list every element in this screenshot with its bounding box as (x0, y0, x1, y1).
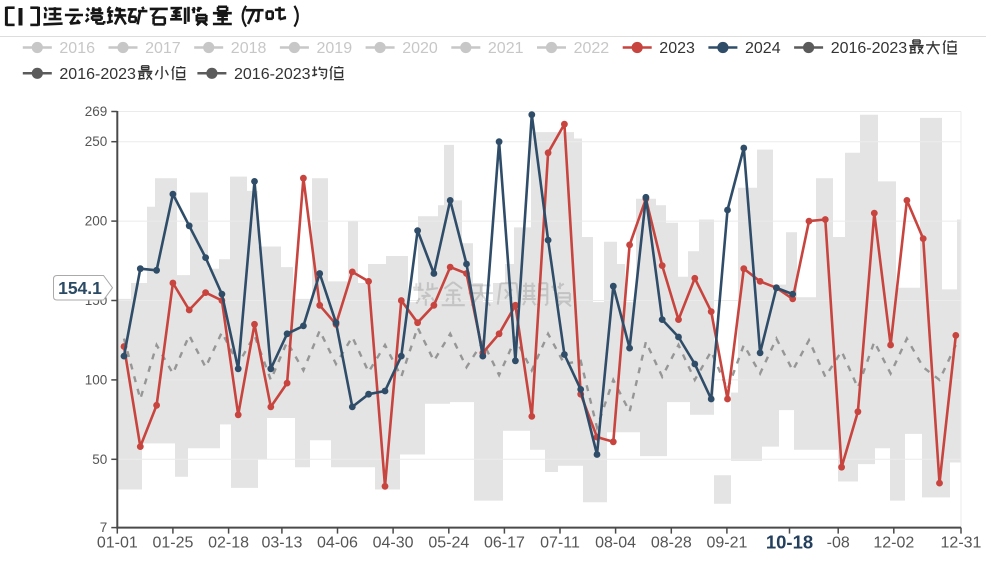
svg-text:2016-2023: 2016-2023 (59, 66, 136, 83)
svg-text:2016-2023: 2016-2023 (234, 66, 311, 83)
svg-text:12-31: 12-31 (941, 535, 982, 552)
svg-text:2022: 2022 (574, 40, 610, 57)
svg-text:06-17: 06-17 (484, 535, 525, 552)
svg-text:10-18: 10-18 (766, 532, 813, 553)
svg-text:100: 100 (85, 372, 108, 387)
svg-text:7: 7 (100, 520, 108, 535)
svg-text:05-24: 05-24 (428, 535, 469, 552)
svg-text:250: 250 (85, 134, 108, 149)
svg-text:02-18: 02-18 (208, 535, 249, 552)
svg-text:12-02: 12-02 (873, 535, 914, 552)
svg-text:2018: 2018 (231, 40, 267, 57)
svg-text:200: 200 (85, 214, 108, 229)
svg-text:154.1: 154.1 (58, 278, 102, 298)
svg-text:03-13: 03-13 (261, 535, 302, 552)
svg-text:09-21: 09-21 (706, 535, 747, 552)
svg-text:2017: 2017 (145, 40, 181, 57)
svg-text:08-04: 08-04 (595, 535, 636, 552)
svg-text:2016: 2016 (59, 40, 95, 57)
svg-text:2020: 2020 (402, 40, 438, 57)
svg-text:2019: 2019 (317, 40, 353, 57)
svg-text:01-25: 01-25 (152, 535, 193, 552)
svg-text:2023: 2023 (659, 40, 695, 57)
svg-text:2016-2023: 2016-2023 (831, 40, 908, 57)
svg-text:50: 50 (92, 452, 107, 467)
svg-text:2024: 2024 (745, 40, 781, 57)
svg-text:-08: -08 (827, 535, 850, 552)
svg-text:04-30: 04-30 (373, 535, 414, 552)
svg-text:01-01: 01-01 (97, 535, 138, 552)
svg-text:08-28: 08-28 (651, 535, 692, 552)
svg-text:2021: 2021 (488, 40, 524, 57)
svg-text:07-11: 07-11 (540, 535, 580, 552)
svg-text:269: 269 (85, 104, 108, 119)
svg-text:04-06: 04-06 (317, 535, 358, 552)
